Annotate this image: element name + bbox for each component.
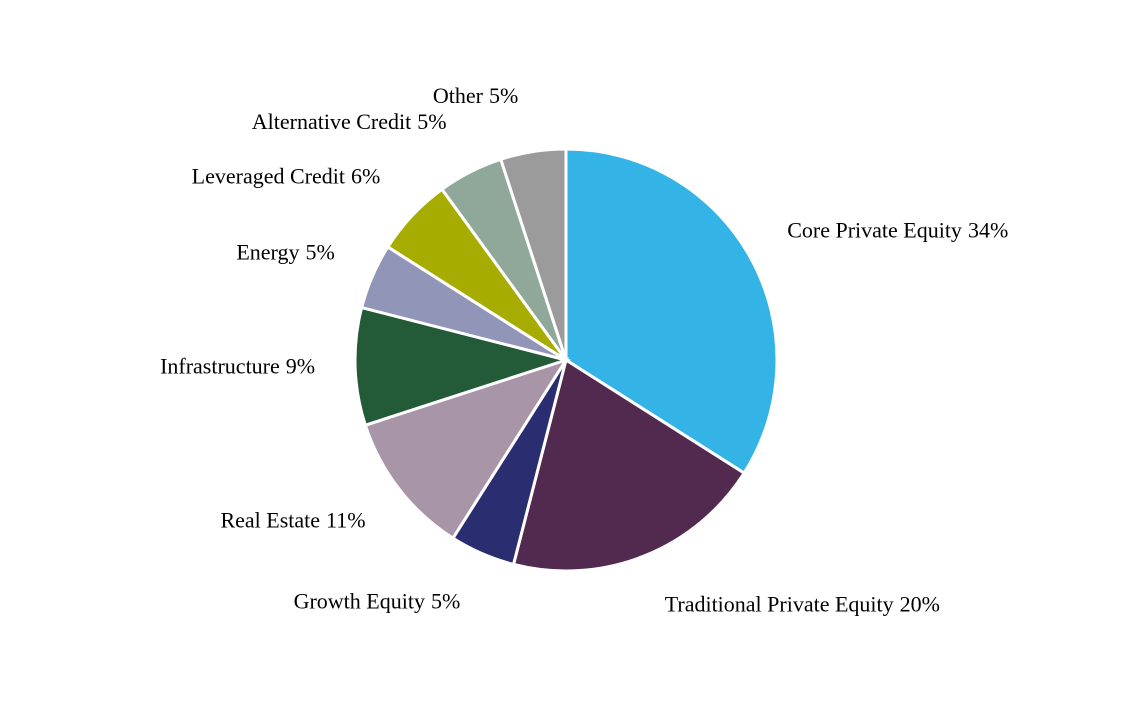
slice-value-label: 11% — [326, 508, 366, 533]
slice-value-label: 6% — [351, 164, 380, 189]
slice-label: Infrastructure 9% — [160, 353, 315, 378]
slice-label: Other 5% — [433, 83, 518, 108]
slice-label: Alternative Credit 5% — [252, 109, 447, 134]
slice-value-label: 5% — [417, 109, 446, 134]
slice-value-label: 34% — [968, 217, 1008, 242]
slice-value-label: 5% — [431, 588, 460, 613]
slice-value-label: 9% — [286, 353, 315, 378]
slice-category: Real Estate — [220, 508, 320, 533]
pie-slice — [353, 305, 572, 428]
slice-value-label: 20% — [900, 592, 940, 617]
slice-label: Energy 5% — [236, 240, 334, 265]
slice-category: Core Private Equity — [787, 217, 962, 242]
slice-label: Growth Equity 5% — [294, 588, 461, 613]
slice-category: Traditional Private Equity — [665, 592, 894, 617]
slice-category: Infrastructure — [160, 353, 280, 378]
slice-category: Energy — [236, 240, 299, 265]
pie-slice — [498, 147, 568, 361]
slice-category: Growth Equity — [294, 588, 425, 613]
slice-category: Alternative Credit — [252, 109, 411, 134]
slice-value-label: 5% — [489, 83, 518, 108]
slice-label: Leveraged Credit 6% — [192, 164, 381, 189]
pie-slice — [363, 357, 570, 541]
slice-value-label: 5% — [305, 240, 334, 265]
slice-label: Traditional Private Equity 20% — [665, 592, 940, 617]
slice-category: Other — [433, 83, 484, 108]
pie-slice — [511, 357, 747, 573]
slice-label: Real Estate 11% — [220, 508, 365, 533]
slice-label: Core Private Equity 34% — [787, 217, 1008, 242]
slice-category: Leveraged Credit — [192, 164, 345, 189]
